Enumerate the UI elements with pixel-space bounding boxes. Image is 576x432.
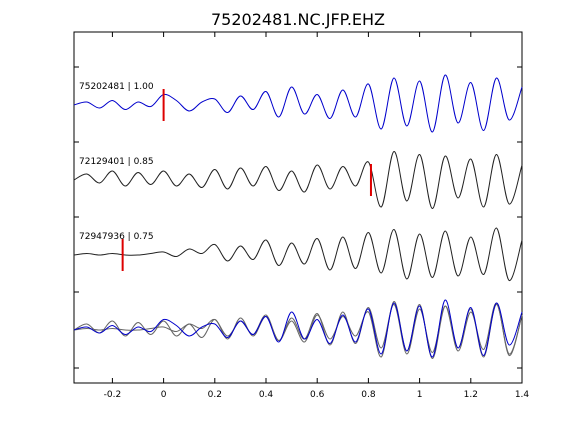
plot-frame xyxy=(73,31,523,384)
trace-label: 72129401 | 0.85 xyxy=(79,157,154,167)
x-tick-label: 0.6 xyxy=(310,390,325,400)
chart-title: 75202481.NC.JFP.EHZ xyxy=(211,10,385,29)
x-tick-label: 0.4 xyxy=(259,390,274,400)
x-tick-label: 1.2 xyxy=(464,390,478,400)
x-tick-label: 1 xyxy=(417,390,423,400)
x-tick-label: 0.2 xyxy=(208,390,222,400)
x-tick-label: 0 xyxy=(161,390,167,400)
trace-label: 72947936 | 0.75 xyxy=(79,232,154,242)
trace-label: 75202481 | 1.00 xyxy=(79,82,154,92)
overlay-trace-line xyxy=(73,299,523,358)
trace-line xyxy=(73,74,523,133)
x-axis: -0.2 0 0.2 0.4 0.6 0.8 1 1.2 1.4 xyxy=(74,32,529,400)
overlay-trace-line xyxy=(73,302,523,357)
trace-line xyxy=(73,150,523,210)
x-tick-label: 0.8 xyxy=(361,390,376,400)
x-tick-label: 1.4 xyxy=(515,390,530,400)
overlay-trace-line xyxy=(73,300,523,360)
trace-line xyxy=(73,227,523,282)
traces: 75202481 | 1.00 72129401 | 0.85 72947936 |… xyxy=(73,74,523,360)
x-tick-label: -0.2 xyxy=(104,390,122,400)
